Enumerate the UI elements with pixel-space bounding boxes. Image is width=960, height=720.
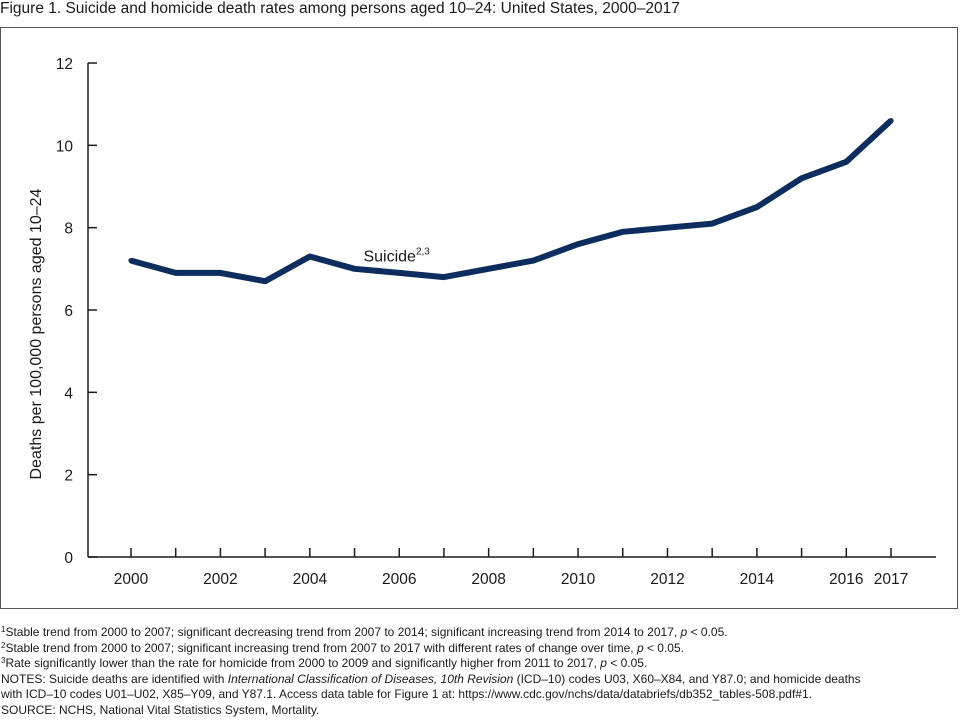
- footnote-2: 2Stable trend from 2000 to 2007; signifi…: [1, 641, 861, 657]
- footnote-3-text: Rate significantly lower than the rate f…: [5, 656, 601, 671]
- chart-frame: 0 2 4 6 8 10 12 2000 2002 2004 2006 2008 2010 2012 20…: [0, 27, 958, 609]
- x-tick-label: 2002: [203, 571, 237, 588]
- data-point: [486, 266, 492, 272]
- y-tick-label: 6: [64, 303, 73, 320]
- y-tick-label: 0: [64, 550, 73, 567]
- x-tick-label: 2010: [561, 571, 596, 588]
- data-point: [441, 274, 447, 280]
- data-point: [754, 204, 760, 210]
- notes-icd-title: International Classification of Diseases…: [227, 671, 514, 686]
- footnote-2-text: Stable trend from 2000 to 2007; signific…: [5, 640, 637, 655]
- data-point: [888, 118, 894, 124]
- x-tick-label: 2017: [874, 571, 908, 588]
- notes-line-1: NOTES: Suicide deaths are identified wit…: [1, 672, 861, 688]
- footnote-3: 3Rate significantly lower than the rate …: [1, 656, 861, 672]
- data-point: [530, 258, 536, 264]
- data-point: [351, 266, 358, 272]
- data-point: [664, 225, 671, 231]
- footnote-1-p: p: [680, 625, 688, 639]
- data-point: [575, 241, 581, 247]
- data-point: [217, 270, 224, 276]
- notes-text-b: (ICD–10) codes U03, X60–X84, and Y87.0; …: [513, 671, 861, 686]
- footnote-1: 1Stable trend from 2000 to 2007; signifi…: [1, 625, 861, 641]
- footnote-1-text: Stable trend from 2000 to 2007; signific…: [5, 625, 681, 639]
- data-point: [709, 220, 715, 227]
- series-layer: [128, 118, 894, 285]
- footnote-2-end: < 0.05.: [643, 640, 684, 655]
- notes-text-a: NOTES: Suicide deaths are identified wit…: [1, 671, 228, 686]
- data-point: [620, 229, 626, 235]
- y-tick-label: 10: [56, 138, 74, 155]
- notes-line-2: with ICD–10 codes U01–U02, X85–Y09, and …: [1, 687, 812, 702]
- footnote-3-mark: 3: [1, 656, 6, 666]
- y-tick-label: 12: [56, 56, 73, 73]
- x-tick-label: 2014: [740, 571, 775, 588]
- series-label-suicide: Suicide2,3: [363, 246, 430, 265]
- data-point: [843, 159, 849, 165]
- source-line: SOURCE: NCHS, National Vital Statistics …: [1, 702, 320, 717]
- footnote-3-end: < 0.05.: [606, 656, 648, 671]
- series-label-name: Suicide: [363, 248, 416, 265]
- footnote-1-mark: 1: [1, 625, 6, 634]
- footnote-3-p: p: [600, 656, 607, 671]
- y-tick-label: 4: [64, 385, 73, 402]
- data-point: [173, 270, 179, 276]
- figure-title: Figure 1. Suicide and homicide death rat…: [0, 0, 680, 17]
- y-axis: 0 2 4 6 8 10 12: [56, 56, 97, 567]
- footnote-2-mark: 2: [1, 640, 6, 650]
- x-tick-label: 2012: [650, 571, 684, 588]
- x-tick-label: 2006: [382, 571, 416, 588]
- y-tick-label: 8: [64, 221, 73, 238]
- footnote-2-p: p: [636, 640, 644, 655]
- footnote-1-end: < 0.05.: [687, 625, 728, 639]
- x-axis: 2000 2002 2004 2006 2008 2010 2012 2014 2016 2017: [88, 548, 936, 588]
- figure-notes: 1Stable trend from 2000 to 2007; signifi…: [1, 625, 861, 719]
- x-tick-label: 2004: [293, 571, 328, 588]
- data-point: [262, 278, 268, 284]
- y-tick-label: 2: [64, 468, 73, 485]
- series-line-suicide: [130, 118, 894, 285]
- y-axis-label: Deaths per 100,000 persons aged 10–24: [28, 188, 45, 479]
- data-point: [396, 270, 402, 276]
- data-point: [128, 258, 134, 264]
- series-label-superscript: 2,3: [416, 246, 430, 257]
- x-tick-label: 2016: [829, 571, 863, 588]
- x-tick-label: 2000: [114, 571, 149, 588]
- data-point: [307, 253, 313, 260]
- data-point: [798, 175, 805, 181]
- x-tick-label: 2008: [471, 571, 505, 588]
